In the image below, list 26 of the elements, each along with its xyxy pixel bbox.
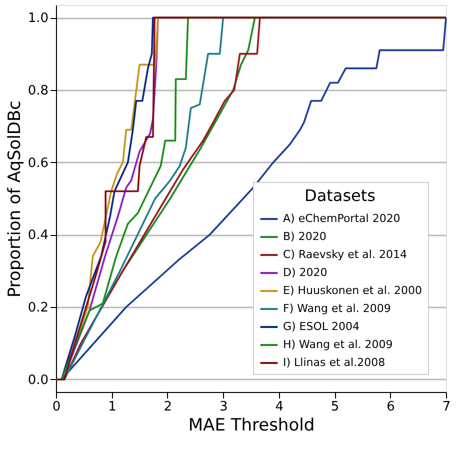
y-tick-label: 1.0 xyxy=(28,11,48,26)
x-tick-label: 5 xyxy=(330,400,340,414)
legend-label: E) Huuskonen et al. 2000 xyxy=(283,284,422,297)
x-tick-label: 6 xyxy=(386,400,395,414)
x-tick-label: 7 xyxy=(442,400,451,414)
legend-label: C) Raevsky et al. 2014 xyxy=(283,248,407,261)
legend-label: B) 2020 xyxy=(283,230,326,243)
x-tick-label: 1 xyxy=(108,400,116,414)
x-tick-label: 4 xyxy=(275,400,284,414)
legend-label: F) Wang et al. 2009 xyxy=(283,302,391,315)
legend-label: A) eChemPortal 2020 xyxy=(283,212,400,225)
legend-label: G) ESOL 2004 xyxy=(283,320,360,333)
x-axis-title: MAE Threshold xyxy=(188,416,315,436)
legend-title: Datasets xyxy=(304,186,376,205)
legend-label: I) Llinas et al.2008 xyxy=(283,356,386,369)
y-tick-label: 0.6 xyxy=(28,156,48,171)
x-tick-label: 3 xyxy=(220,400,228,414)
y-tick-label: 0.8 xyxy=(28,83,48,98)
x-tick-label: 0 xyxy=(52,400,61,414)
legend-label: D) 2020 xyxy=(283,266,328,279)
y-tick-label: 0.4 xyxy=(28,228,48,244)
legend-label: H) Wang et al. 2009 xyxy=(283,338,393,351)
x-tick-label: 2 xyxy=(164,400,172,414)
y-axis-title: Proportion of AqSolDBc xyxy=(4,100,25,298)
y-tick-label: 0.2 xyxy=(28,300,48,316)
y-tick-label: 0.0 xyxy=(28,372,48,388)
